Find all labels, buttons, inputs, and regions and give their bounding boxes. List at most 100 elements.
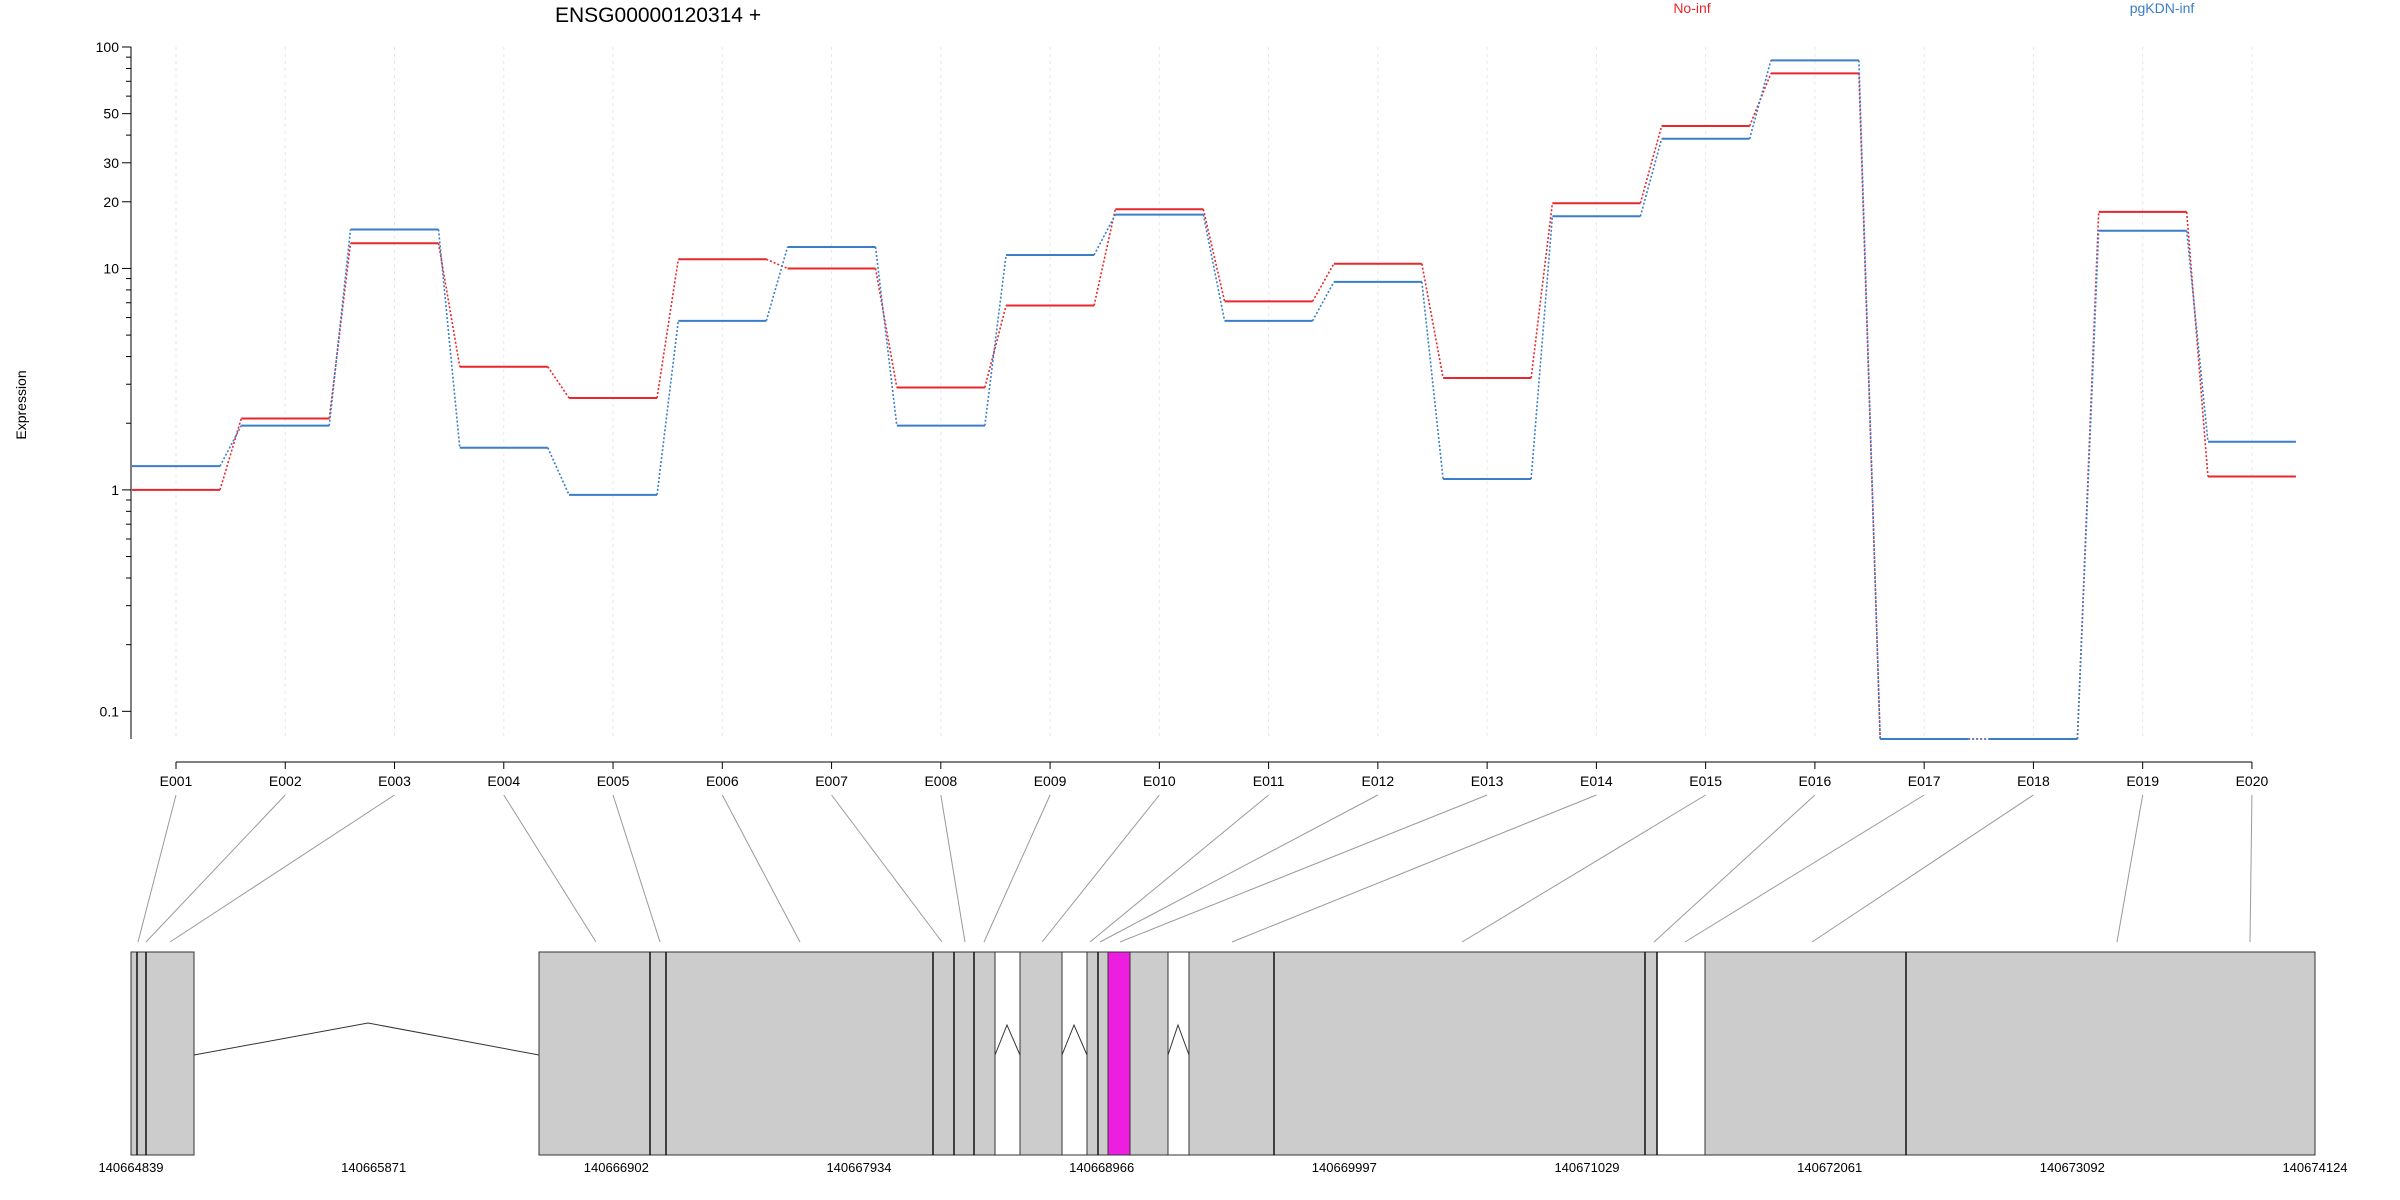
series-transition [1639,125,1663,204]
coordinate-label: 140671029 [1554,1160,1619,1175]
series-transition [1202,214,1226,321]
series-pgkdn-inf [132,59,2296,740]
series-no-inf [132,72,2296,740]
intron-line [1167,1023,1190,1056]
series-transition [1202,209,1226,302]
gene-model [130,951,2316,1156]
grid-lines [175,47,2253,739]
coordinate-label: 140669997 [1312,1160,1377,1175]
gene-gap [1656,951,1706,1156]
coordinate-label: 140667934 [826,1160,891,1175]
x-tick-label-e006: E006 [706,773,739,789]
gene-block [1704,951,2316,1156]
series-transition [1093,214,1117,256]
x-tick-label-e004: E004 [487,773,520,789]
connector-e012 [1099,794,1379,943]
x-tick-label-e016: E016 [1799,773,1832,789]
x-tick-label-e003: E003 [378,773,411,789]
connector-e004 [503,794,597,943]
connector-e009 [983,794,1051,943]
exon-connector-lines [137,794,2253,943]
connector-e010 [1041,794,1160,943]
connector-e005 [612,794,661,943]
x-tick-label-e005: E005 [597,773,630,789]
x-tick-label-e001: E001 [160,773,193,789]
series-lines [132,59,2296,740]
connector-e018 [1811,794,2034,943]
series-transition [1639,138,1663,217]
gene-block [1644,951,1658,1156]
series-transition [328,229,352,426]
x-tick-label-e002: E002 [269,773,302,789]
gene-gap [1061,951,1088,1156]
connector-e014 [1231,794,1597,943]
connector-e006 [721,794,801,943]
coordinate-label: 140664839 [98,1160,163,1175]
intron-line [994,1023,1021,1056]
series-transition [1093,209,1117,306]
gene-block [130,951,195,1156]
series-transition [437,243,461,367]
gene-block [1188,951,1646,1156]
connector-e017 [1684,794,1925,943]
y-axis-label: Expression [13,370,29,439]
x-tick-label-e019: E019 [2126,773,2159,789]
legend-pgkdn-inf: pgKDN-inf [2130,0,2195,16]
gene-block [1019,951,1063,1156]
coordinate-label: 140672061 [1797,1160,1862,1175]
series-transition [2185,230,2209,442]
x-tick-label-e013: E013 [1471,773,1504,789]
gene-block [1129,951,1169,1156]
series-transition [547,447,570,496]
connector-e001 [137,794,177,943]
series-transition [656,320,680,495]
y-tick-label: 10 [103,260,119,276]
connector-e015 [1461,794,1706,943]
series-transition [765,258,788,270]
x-tick-label-e007: E007 [815,773,848,789]
series-transition [437,229,461,448]
intron-line [193,1022,540,1056]
legend-no-inf: No-inf [1673,0,1710,16]
series-transition [874,268,898,388]
highlight-exon [1107,951,1131,1156]
y-tick-label: 20 [103,194,119,210]
y-axis: 0.1 1 10 20 30 50 100 [96,39,132,739]
x-tick-label-e010: E010 [1143,773,1176,789]
connector-e011 [1089,794,1269,943]
y-tick-label: 50 [103,106,119,122]
coordinate-label: 140668966 [1069,1160,1134,1175]
series-transition [1530,216,1554,480]
series-transition [219,418,243,491]
x-tick-label-e009: E009 [1034,773,1067,789]
connector-e007 [831,794,943,943]
x-tick-label-e020: E020 [2236,773,2269,789]
chart-title: ENSG00000120314 + [555,4,761,27]
x-tick-label-e012: E012 [1362,773,1395,789]
gene-block [538,951,996,1156]
x-tick-label-e014: E014 [1580,773,1613,789]
y-tick-label: 0.1 [100,703,120,719]
series-transition [1421,263,1444,379]
series-transition [1311,263,1335,302]
series-transition [765,246,789,322]
series-transition [984,305,1007,388]
series-transition [547,366,570,399]
series-transition [1748,60,1772,140]
x-tick-label-e018: E018 [2017,773,2050,789]
gene-gap [994,951,1021,1156]
connector-e016 [1653,794,1816,943]
x-axis: E001 E002 E003 E004 E005 E006 E007 E008 E009 E010… [160,761,2269,789]
x-tick-label-e011: E011 [1253,773,1285,789]
connector-e013 [1119,794,1488,943]
x-tick-label-e017: E017 [1908,773,1941,789]
connector-e003 [169,794,395,943]
x-tick-label-e015: E015 [1689,773,1722,789]
series-transition [656,259,680,399]
connector-e019 [2116,794,2144,943]
series-transition [1311,281,1335,322]
series-transition [984,254,1007,426]
gene-gap [1167,951,1190,1156]
series-transition [2076,230,2100,740]
